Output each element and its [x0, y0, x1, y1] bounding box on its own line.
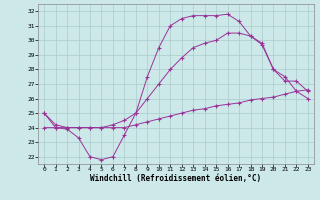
X-axis label: Windchill (Refroidissement éolien,°C): Windchill (Refroidissement éolien,°C) [91, 174, 261, 183]
